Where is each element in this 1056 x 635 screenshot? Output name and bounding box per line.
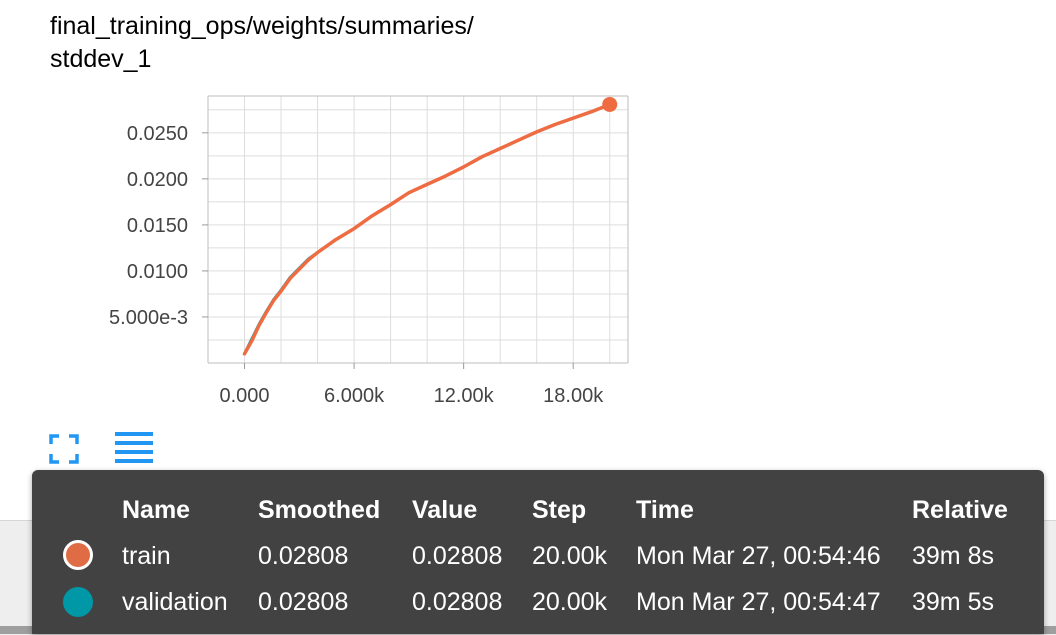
y-tick-label: 5.000e-3 xyxy=(109,307,188,329)
chart-series xyxy=(242,102,612,356)
header-relative: Relative xyxy=(912,496,1008,524)
header-value: Value xyxy=(412,496,478,524)
header-smoothed: Smoothed xyxy=(258,496,381,524)
row-validation-smoothed: 0.02808 xyxy=(258,588,349,616)
row-train-value: 0.02808 xyxy=(412,542,503,570)
y-tick-label: 0.0200 xyxy=(127,169,188,191)
highlight-point xyxy=(602,96,618,112)
x-tick-label: 6.000k xyxy=(324,385,385,407)
row-train-relative: 39m 8s xyxy=(912,542,994,570)
y-tick-label: 0.0150 xyxy=(127,215,188,237)
hamburger-menu-icon[interactable] xyxy=(115,432,153,464)
header-name: Name xyxy=(122,496,191,524)
y-tick-label: 0.0250 xyxy=(127,123,188,145)
train-color-swatch xyxy=(63,540,93,570)
x-tick-label: 0.000 xyxy=(219,385,269,407)
row-train-step: 20.00k xyxy=(532,542,608,570)
fullscreen-icon[interactable] xyxy=(49,434,79,464)
row-validation-time: Mon Mar 27, 00:54:47 xyxy=(636,588,881,616)
chart-highlight xyxy=(602,96,618,112)
x-axis-ticks: 0.000 6.000k 12.00k 18.00k xyxy=(219,363,604,407)
y-axis-ticks: 5.000e-3 0.0100 0.0150 0.0200 0.0250 xyxy=(109,123,208,329)
validation-color-swatch xyxy=(63,587,93,617)
chart-axes xyxy=(207,95,629,364)
header-step: Step xyxy=(532,496,587,524)
chart-tooltip xyxy=(32,470,1044,634)
row-validation-value: 0.02808 xyxy=(412,588,503,616)
chart-title: final_training_ops/weights/summaries/ st… xyxy=(50,12,474,73)
row-validation-relative: 39m 5s xyxy=(912,588,994,616)
y-tick-label: 0.0100 xyxy=(127,261,188,283)
line-chart[interactable]: 5.000e-3 0.0100 0.0150 0.0200 0.0250 0.000 6.… xyxy=(0,0,1056,420)
series-line-train xyxy=(242,102,612,356)
x-tick-label: 12.00k xyxy=(434,385,495,407)
row-train-smoothed: 0.02808 xyxy=(258,542,349,570)
header-time: Time xyxy=(636,496,694,524)
row-train-name: train xyxy=(122,542,171,570)
chart-grid xyxy=(207,96,628,364)
row-validation-name: validation xyxy=(122,588,228,616)
row-train-time: Mon Mar 27, 00:54:46 xyxy=(636,542,881,570)
x-tick-label: 18.00k xyxy=(543,385,604,407)
row-validation-step: 20.00k xyxy=(532,588,608,616)
